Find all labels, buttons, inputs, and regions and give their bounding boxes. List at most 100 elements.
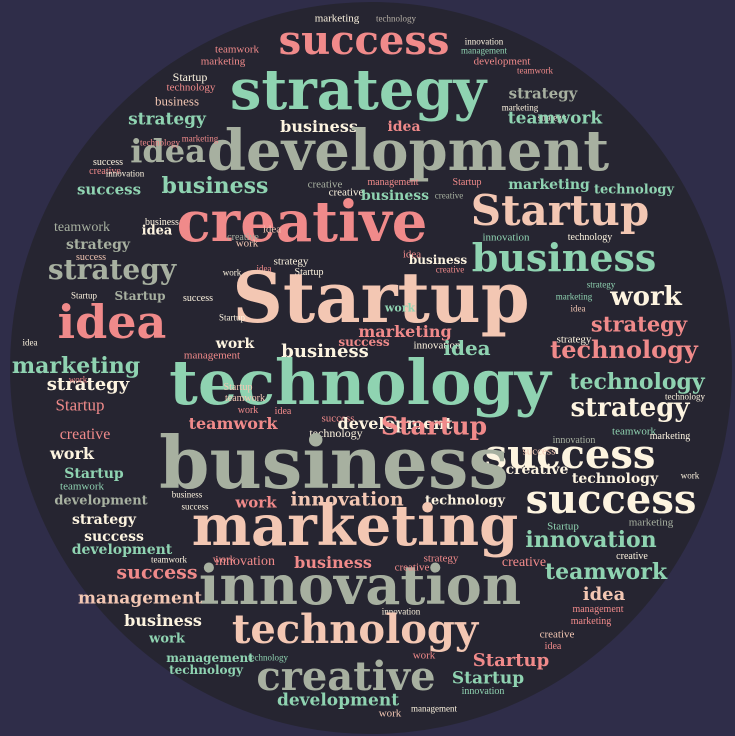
word-marketing: marketing — [358, 322, 452, 341]
word-innovation: innovation — [105, 168, 145, 179]
word-work: work — [378, 707, 402, 720]
word-business: business — [408, 253, 468, 267]
word-technology: technology — [166, 81, 216, 94]
word-startup: Startup — [219, 312, 245, 323]
word-management: management — [461, 45, 507, 56]
word-technology: technology — [140, 137, 180, 148]
word-work: work — [237, 405, 259, 416]
word-idea: idea — [582, 584, 626, 605]
word-startup: Startup — [472, 650, 550, 671]
word-business: business — [294, 553, 372, 572]
word-technology: technology — [169, 663, 243, 677]
word-idea: idea — [544, 641, 562, 652]
word-teamwork: teamwork — [54, 220, 110, 235]
word-management: management — [77, 588, 203, 609]
word-strategy: strategy — [508, 84, 578, 103]
word-idea: idea — [443, 336, 491, 360]
word-teamwork: teamwork — [215, 43, 259, 56]
word-marketing: marketing — [181, 133, 219, 144]
word-technology: technology — [569, 369, 705, 395]
word-creative: creative — [501, 555, 547, 570]
word-work: work — [212, 553, 236, 566]
word-startup: Startup — [114, 289, 166, 303]
word-startup: Startup — [294, 267, 324, 278]
word-strategy: strategy — [423, 552, 459, 565]
word-marketing: marketing — [649, 431, 691, 442]
word-success: success — [522, 445, 556, 458]
word-startup: Startup — [451, 668, 525, 689]
word-teamwork: teamwork — [151, 554, 187, 565]
word-technology: technology — [248, 652, 288, 663]
word-idea: idea — [141, 223, 173, 239]
word-development: development — [206, 118, 610, 184]
word-marketing: marketing — [200, 55, 246, 68]
word-strategy: strategy — [586, 279, 616, 290]
word-idea: idea — [387, 119, 421, 135]
word-success: success — [525, 476, 697, 523]
word-creative: creative — [256, 653, 436, 700]
word-creative: creative — [59, 426, 111, 443]
word-startup: Startup — [64, 466, 124, 482]
word-success: success — [116, 561, 198, 584]
word-innovation: innovation — [464, 36, 504, 47]
word-success: success — [181, 501, 209, 512]
word-marketing: marketing — [191, 493, 519, 559]
word-creative: creative — [539, 628, 575, 641]
word-success: success — [278, 17, 450, 64]
word-startup: Startup — [172, 70, 208, 84]
word-work: work — [50, 444, 94, 463]
word-innovation: innovation — [413, 339, 461, 352]
word-creative: creative — [505, 462, 569, 478]
word-work: work — [384, 301, 416, 315]
word-business: business — [171, 489, 203, 500]
word-startup: Startup — [223, 382, 253, 393]
word-technology: technology — [593, 182, 675, 198]
word-strategy: strategy — [46, 374, 130, 395]
word-innovation: innovation — [525, 527, 657, 553]
word-success: success — [84, 529, 144, 545]
word-technology: technology — [571, 471, 659, 487]
word-success: success — [183, 293, 213, 304]
word-success: success — [76, 180, 142, 199]
word-technology: technology — [665, 391, 705, 402]
word-business: business — [124, 611, 202, 630]
word-work: work — [680, 470, 700, 481]
word-idea: idea — [22, 337, 38, 348]
word-development: development — [71, 542, 173, 558]
word-startup: Startup — [55, 395, 105, 415]
word-marketing: marketing — [501, 102, 539, 113]
word-work: work — [222, 267, 242, 278]
word-creative: creative — [434, 190, 464, 201]
word-management: management — [367, 177, 419, 188]
word-development: development — [54, 493, 148, 509]
word-marketing: marketing — [555, 291, 593, 302]
word-startup: Startup — [470, 186, 650, 235]
word-strategy: strategy — [65, 237, 131, 253]
word-marketing: marketing — [508, 177, 590, 193]
word-technology: technology — [550, 335, 698, 364]
word-work: work — [412, 649, 436, 662]
word-business: business — [360, 188, 430, 204]
word-management: management — [572, 604, 624, 615]
word-technology: technology — [424, 493, 506, 509]
word-creative: creative — [435, 264, 465, 275]
word-marketing: marketing — [628, 516, 674, 529]
word-work: work — [235, 237, 259, 250]
word-marketing: marketing — [570, 616, 612, 627]
word-business: business — [154, 93, 200, 109]
word-innovation: innovation — [461, 686, 505, 697]
word-innovation: innovation — [381, 606, 421, 617]
word-success: success — [484, 431, 656, 478]
word-creative: creative — [394, 561, 430, 574]
word-technology: technology — [376, 13, 416, 24]
word-technology: technology — [567, 232, 613, 243]
word-innovation: innovation — [215, 554, 275, 569]
word-strategy: strategy — [556, 333, 592, 346]
word-idea: idea — [274, 406, 292, 417]
word-idea: idea — [570, 303, 586, 314]
word-idea: idea — [130, 132, 206, 170]
word-creative: creative — [89, 166, 121, 177]
word-teamwork: teamwork — [60, 480, 104, 493]
word-strategy: strategy — [47, 253, 177, 286]
